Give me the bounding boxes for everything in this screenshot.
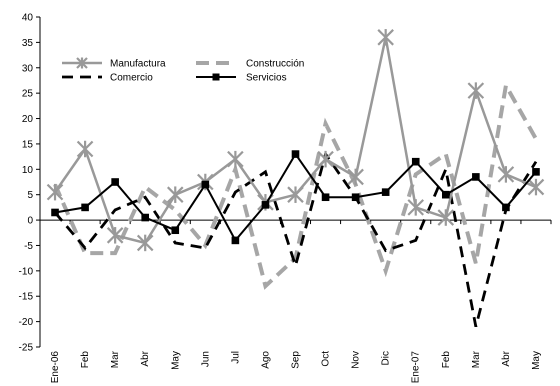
axes: -25 -20 -15 -10 -5 0 5 10 15 20 25 30 35 40 Ene-06 Feb M… [19,13,552,384]
data-point-manufactura [377,29,394,46]
y-tick-label: 35 [22,38,34,49]
x-tick-label: Mar [110,350,121,368]
y-tick-label: 20 [22,114,34,125]
x-tick-label: Jul [230,351,241,364]
data-point-servicios [171,226,180,235]
x-tick-label: Sep [291,351,302,369]
legend: Manufactura Construcción Comercio Servicios [62,57,304,84]
series-servicios [51,150,540,245]
x-tick-label: Abr [501,350,512,366]
x-tick-label: May [531,351,542,370]
data-point-manufactura [497,166,515,183]
data-point-servicios [231,236,240,245]
legend-item-servicios: Servicios [196,73,287,84]
data-point-servicios [51,208,59,217]
data-point-servicios [472,173,480,181]
y-tick-label: -10 [19,266,34,277]
data-point-servicios [321,193,330,202]
data-point-manufactura [106,227,124,244]
data-point-servicios [502,203,510,212]
y-tick-label: 0 [27,216,33,227]
legend-label-construccion: Construcción [246,59,304,70]
x-tick-label: Feb [80,351,91,369]
series-line-comercio [53,150,538,328]
legend-marker-manufactura [76,57,88,69]
series-comercio [53,150,538,328]
data-point-manufactura [76,140,94,158]
x-tick-label: Ene-06 [50,351,61,384]
x-tick-label: Abr [140,350,151,366]
y-tick-label: 15 [22,139,34,150]
x-tick-label: Nov [351,351,362,369]
data-point-manufactura [527,178,545,196]
x-tick-label: Ene-07 [411,351,422,384]
data-point-manufactura [227,150,244,168]
data-point-manufactura [287,186,304,203]
data-point-servicios [351,193,360,202]
data-point-servicios [441,190,450,199]
x-tick-label: May [170,351,181,370]
x-tick-label: Ago [260,351,271,369]
data-point-manufactura [347,168,364,186]
y-tick-label: 25 [22,89,34,100]
data-point-manufactura [46,183,64,201]
legend-item-comercio: Comercio [62,73,153,84]
series-construccion [53,79,538,290]
data-point-servicios [81,203,89,212]
data-point-manufactura [317,150,334,168]
series-group [46,29,545,328]
data-point-servicios [532,168,540,176]
y-tick-label: -15 [19,292,34,303]
y-tick-label: -20 [19,317,34,328]
y-tick-label: 30 [22,63,34,74]
legend-item-construccion: Construcción [196,59,304,70]
legend-label-comercio: Comercio [110,73,153,84]
y-tick-label: 40 [22,13,34,24]
y-tick-label: 5 [27,190,33,201]
x-tick-label: Feb [441,351,452,369]
data-point-servicios [381,188,390,196]
data-point-manufactura [166,186,184,203]
data-point-servicios [411,157,420,166]
y-tick-label: -25 [19,343,34,354]
legend-label-servicios: Servicios [246,73,287,84]
x-tick-label: Mar [471,350,482,368]
data-point-manufactura [437,209,455,226]
data-point-servicios [141,213,150,222]
series-manufactura [46,29,545,252]
data-point-servicios [201,180,210,189]
data-point-servicios [261,201,270,209]
y-tick-label: 10 [22,165,34,176]
x-tick-label: Jun [200,351,211,367]
data-point-manufactura [467,82,485,99]
data-point-manufactura [136,234,154,252]
data-point-servicios [111,178,119,186]
legend-item-manufactura: Manufactura [62,57,166,70]
x-tick-label: Dic [381,351,392,365]
legend-label-manufactura: Manufactura [110,59,166,70]
data-point-servicios [291,150,300,158]
y-tick-label: -5 [24,241,33,252]
x-tick-label: Oct [321,351,332,367]
data-point-manufactura [407,199,425,216]
series-line-construccion [53,79,538,290]
legend-marker-servicios [212,73,220,81]
